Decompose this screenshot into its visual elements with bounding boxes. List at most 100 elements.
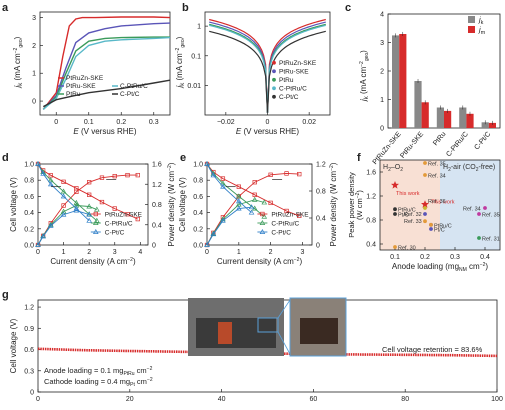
x-axis-label: Anode loading (mgNM cm−2) [392, 262, 489, 273]
voltage-point [40, 170, 46, 176]
region-label-air: H2-air (CO2-free) [443, 164, 495, 173]
region-label-air-sub2: 2 [476, 167, 479, 173]
y-axis-label-sup: −2 [175, 47, 181, 53]
photo-device [196, 318, 276, 348]
voltage-point [220, 183, 226, 189]
voltage-point [210, 172, 217, 178]
legend-label: PtRu-SKE [279, 69, 309, 76]
y-axis-label-right: Power density (W cm−2) [167, 162, 176, 246]
panel-d: d 0 1 2 3 4 0.0 0.2 0.4 0.6 0.8 1.0 0 0.4 0.8 1.2 1.6 Cel… [2, 152, 176, 266]
legend-label: PtRuZn-SKE [279, 60, 317, 67]
y-axis-label-close: ) [13, 36, 22, 39]
power-point [86, 211, 92, 217]
y-axis-label-unit: (mA cm [13, 53, 22, 83]
y-axis-label-sub2: geo [18, 39, 24, 48]
data-point [477, 212, 481, 216]
cathode-annotation: Cathode loading = 0.4 mgPt cm−2 [44, 377, 153, 388]
y-axis-label-unit-close: ) [355, 190, 364, 193]
voltage-point [73, 199, 80, 205]
legend-label-sub: k [481, 20, 484, 26]
legend-label: C-PtRu/C [271, 221, 299, 228]
legend-swatch [272, 77, 276, 82]
panel-letter-f: f [357, 152, 361, 164]
x-tick-label: 100 [491, 396, 503, 403]
y-tick-label-right: 1.2 [152, 182, 162, 189]
region-h2-air [440, 160, 500, 250]
x-axis-label-close: ) [485, 262, 488, 271]
x-axis-label-var: E [236, 127, 242, 136]
x-tick-label: 0 [54, 119, 58, 126]
bar [421, 102, 429, 128]
series-line [209, 21, 269, 113]
x-tick-label: 0.3 [149, 119, 159, 126]
point-label: Ref. 30 [398, 246, 416, 252]
y-tick-label-right: 0.8 [152, 202, 162, 209]
legend-marker [260, 211, 265, 217]
panel-letter-a: a [2, 2, 9, 14]
y-tick-label: 0.6 [24, 194, 34, 201]
power-point [248, 204, 255, 210]
panel-letter-e: e [180, 152, 186, 164]
y-axis-label-unit-sup: −2 [355, 192, 361, 198]
y-axis-label-unit: (mA cm [175, 53, 184, 83]
y-axis-label-right-close: ) [329, 162, 338, 165]
x-tick-label: 3 [113, 249, 117, 256]
y-tick-label-right: 1.6 [152, 162, 162, 169]
voltage-point [261, 213, 268, 219]
power-point [261, 199, 268, 205]
y-tick-label-right: 0.4 [316, 216, 326, 223]
point-label: PtRu/C [434, 223, 452, 229]
power-point [220, 217, 226, 223]
point-label: Ref. 32 [404, 212, 422, 218]
power-point [74, 189, 79, 194]
voltage-point [86, 217, 92, 223]
y-axis-label: Peak power density [347, 172, 356, 238]
x-tick-label: 40 [218, 396, 226, 403]
y-tick-label: 0.0 [193, 243, 203, 250]
x-tick-label: −0.02 [217, 119, 235, 126]
region-h2-o2 [380, 160, 440, 250]
series-line [266, 18, 326, 113]
data-point [477, 236, 481, 240]
stability-line [37, 347, 498, 358]
voltage-line [206, 163, 252, 213]
power-line [37, 174, 138, 246]
x-tick-label: 0 [36, 396, 40, 403]
series-line [266, 30, 326, 113]
y-tick-label-right: 1.2 [316, 162, 326, 169]
power-point [87, 180, 92, 185]
series-line [42, 79, 171, 108]
legend-marker [93, 219, 99, 225]
series-line [42, 36, 171, 110]
x-tick-label: 0.1 [84, 119, 94, 126]
y-axis-label-sup: −2 [359, 61, 365, 67]
x-tick-label: 4 [138, 249, 142, 256]
legend-marker [259, 228, 266, 234]
y-axis-label-sub: k [364, 95, 370, 99]
power-point [204, 241, 210, 247]
voltage-point [135, 216, 140, 222]
power-point [236, 205, 242, 211]
x-axis-label-unit: (V versus RHE) [241, 127, 299, 136]
y-tick-label: 0.4 [193, 210, 203, 217]
legend-label: C-PtRu/C [120, 83, 148, 90]
voltage-point [284, 208, 289, 214]
x-axis-label-sub: NM [459, 267, 467, 273]
voltage-point [35, 160, 41, 166]
voltage-point [220, 176, 226, 181]
point-label: Ref. 33 [404, 219, 422, 225]
x-axis-label-unit: cm [467, 262, 480, 271]
legend-label: PtRu [279, 77, 294, 84]
legend-label: C-Pt/C [105, 230, 125, 237]
axes-frame [39, 11, 171, 116]
data-point [391, 181, 399, 189]
y-tick-label: 1.6 [366, 170, 376, 177]
voltage-point [87, 192, 92, 197]
x-tick-label: 0 [266, 119, 270, 126]
y-axis-label-sub: k [180, 82, 186, 86]
power-point [86, 203, 92, 209]
y-tick-label: 0 [380, 126, 384, 133]
x-tick-label: 0.2 [420, 254, 430, 261]
photo-zoom-device [300, 318, 338, 344]
